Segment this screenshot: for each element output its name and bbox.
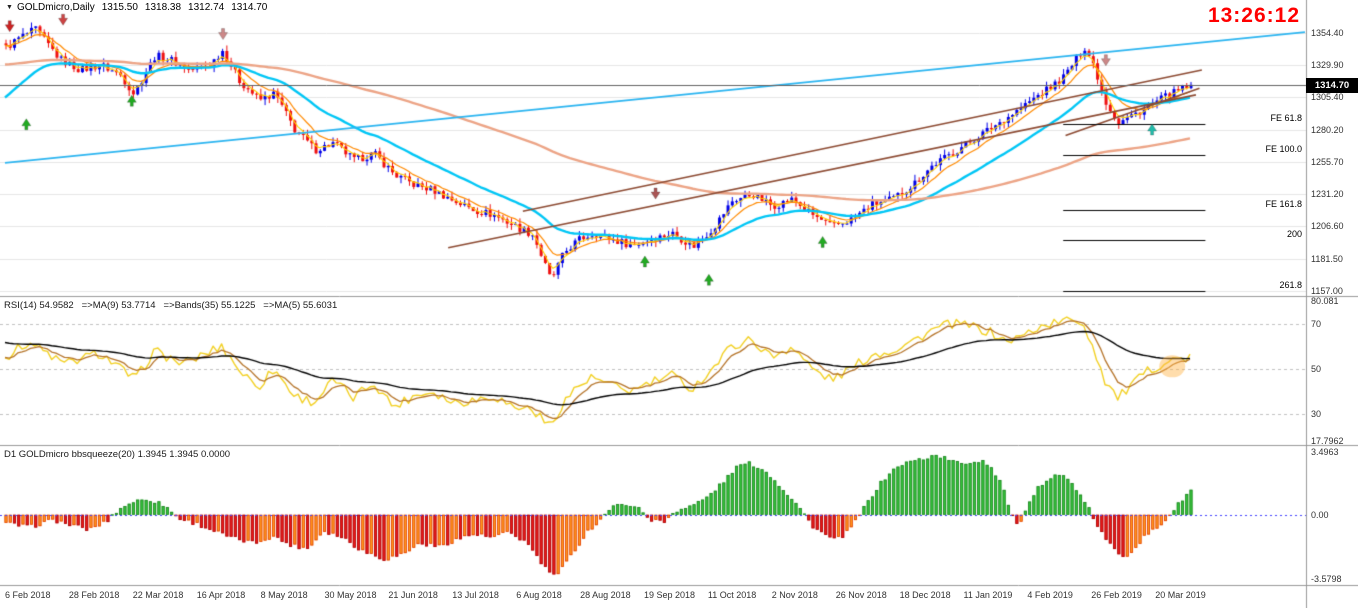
date-label: 6 Aug 2018 bbox=[516, 590, 562, 600]
date-label: 6 Feb 2018 bbox=[5, 590, 51, 600]
date-label: 26 Nov 2018 bbox=[835, 590, 887, 600]
squeeze-tick-label: -3.5798 bbox=[1311, 574, 1342, 584]
rsi-tick-label: 50 bbox=[1311, 363, 1322, 374]
date-label: 13 Jul 2018 bbox=[452, 590, 499, 600]
date-label: 11 Jan 2019 bbox=[963, 590, 1013, 600]
ohlc-high: 1318.38 bbox=[144, 2, 182, 13]
ohlc-close: 1314.70 bbox=[231, 2, 268, 13]
rsi-tick-label: 80.081 bbox=[1311, 296, 1339, 306]
date-label: 18 Dec 2018 bbox=[899, 590, 951, 600]
symbol-marker-icon: ▼ bbox=[6, 4, 13, 11]
price-tick-label: 1206.60 bbox=[1311, 221, 1344, 232]
date-label: 28 Feb 2018 bbox=[68, 590, 120, 600]
time-axis[interactable]: 6 Feb 2018 28 Feb 2018 22 Mar 2018 16 Apr 2… bbox=[0, 585, 1358, 608]
price-tick-label: 1231.20 bbox=[1311, 188, 1344, 199]
date-label: 20 Mar 2019 bbox=[1155, 590, 1206, 600]
date-label: 4 Feb 2019 bbox=[1027, 590, 1073, 600]
price-tick-label: 1157.00 bbox=[1311, 285, 1343, 296]
current-price-tag: 1314.70 bbox=[1306, 77, 1358, 93]
squeeze-indicator-label: D1 GOLDmicro bbsqueeze(20) 1.3945 1.3945… bbox=[4, 449, 231, 460]
price-tick-label: 1329.90 bbox=[1311, 59, 1344, 70]
rsi-tick-label: 70 bbox=[1311, 318, 1322, 329]
rsi-tick-label: 30 bbox=[1311, 408, 1322, 419]
ohlc-low: 1312.74 bbox=[188, 2, 225, 13]
date-label: 28 Aug 2018 bbox=[580, 590, 631, 600]
date-label: 16 Apr 2018 bbox=[196, 590, 246, 600]
date-label: 26 Feb 2019 bbox=[1091, 590, 1142, 600]
date-label: 21 Jun 2018 bbox=[388, 590, 438, 600]
chart-ohlc-header: ▼ GOLDmicro,Daily 1315.50 1318.38 1312.74 131… bbox=[6, 2, 274, 13]
rsi-tick-label: 17.7962 bbox=[1311, 436, 1344, 446]
date-label: 11 Oct 2018 bbox=[707, 590, 757, 600]
date-label: 2 Nov 2018 bbox=[771, 590, 818, 600]
date-label: 30 May 2018 bbox=[324, 590, 377, 600]
ohlc-open: 1315.50 bbox=[101, 2, 138, 13]
price-tick-label: 1181.50 bbox=[1311, 253, 1343, 264]
price-tick-label: 1354.40 bbox=[1311, 27, 1344, 38]
candle-timer-clock: 13:26:12 bbox=[1207, 4, 1300, 27]
rsi-indicator-label: RSI(14) 54.9582 =>MA(9) 53.7714 =>Bands(… bbox=[4, 300, 338, 311]
date-label: 19 Sep 2018 bbox=[644, 590, 696, 600]
squeeze-tick-label: 3.4963 bbox=[1311, 447, 1339, 457]
squeeze-tick-label: 0.00 bbox=[1311, 509, 1329, 520]
price-tick-label: 1305.40 bbox=[1311, 91, 1344, 102]
price-tick-label: 1280.20 bbox=[1311, 124, 1344, 135]
date-label: 8 May 2018 bbox=[260, 590, 308, 600]
date-label: 22 Mar 2018 bbox=[132, 590, 184, 600]
price-axis[interactable]: 1354.40 1329.90 1305.40 1280.20 1255.70 1231.… bbox=[1306, 0, 1358, 585]
price-tick-label: 1255.70 bbox=[1311, 156, 1344, 167]
symbol-label: GOLDmicro,Daily bbox=[16, 2, 95, 13]
